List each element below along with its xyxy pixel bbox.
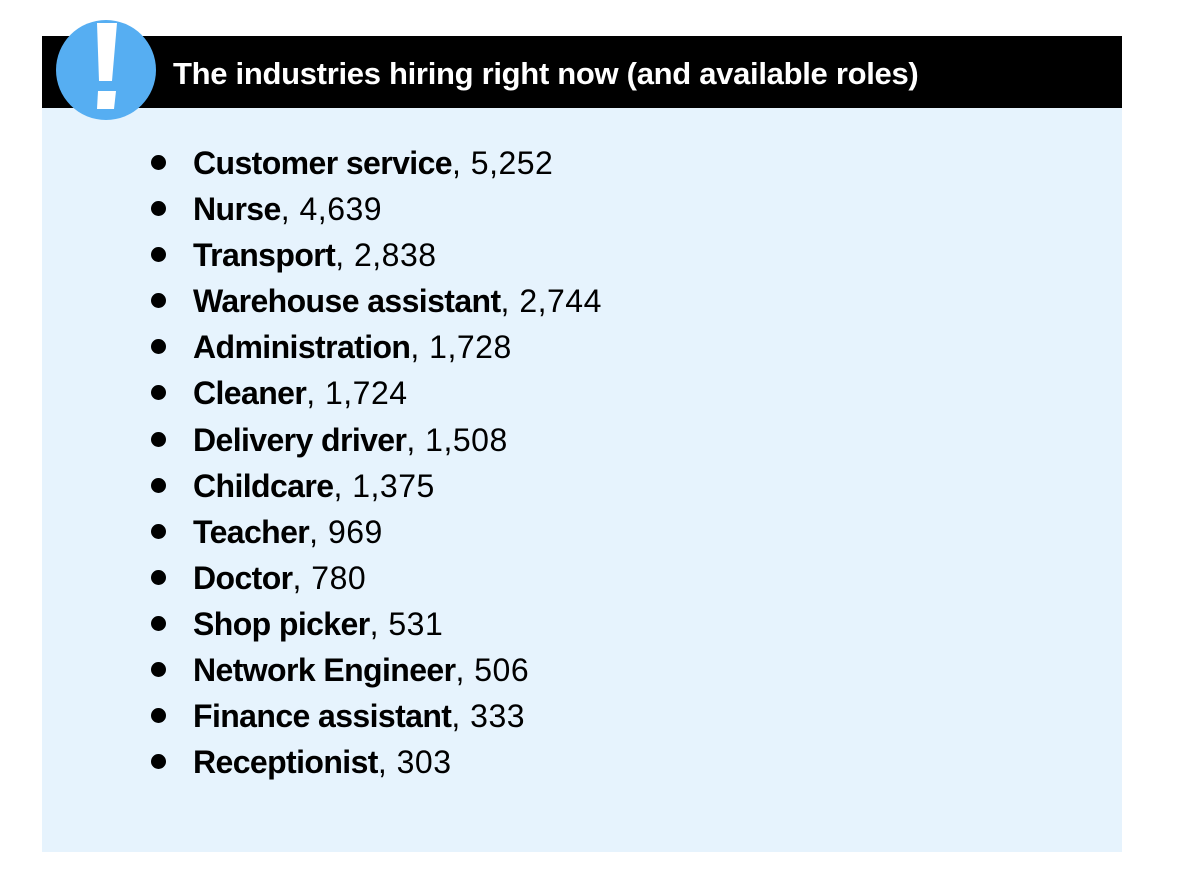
role-count: , 1,508 bbox=[406, 421, 508, 458]
role-name: Delivery driver bbox=[193, 421, 407, 458]
bullet-icon bbox=[151, 247, 166, 263]
list-item: Shop picker, 531 bbox=[150, 601, 602, 647]
role-count: , 1,375 bbox=[333, 467, 435, 504]
bullet-icon bbox=[151, 569, 166, 585]
roles-card: The industries hiring right now (and ava… bbox=[42, 36, 1122, 852]
list-item: Childcare, 1,375 bbox=[150, 463, 602, 509]
bullet-icon bbox=[151, 293, 166, 309]
role-name: Administration bbox=[193, 329, 411, 366]
role-count: , 5,252 bbox=[451, 145, 554, 181]
role-count: , 1,728 bbox=[410, 329, 512, 366]
header-bar: The industries hiring right now (and ava… bbox=[42, 36, 1122, 108]
role-name: Warehouse assistant bbox=[193, 283, 501, 320]
role-count: , 4,639 bbox=[280, 191, 383, 228]
list-item: Network Engineer, 506 bbox=[150, 647, 602, 693]
list-item: Transport, 2,838 bbox=[150, 232, 602, 278]
role-name: Transport bbox=[193, 237, 336, 274]
role-name: Finance assistant bbox=[193, 698, 452, 735]
bullet-icon bbox=[151, 708, 166, 724]
list-item: Teacher, 969 bbox=[150, 509, 602, 555]
bullet-icon bbox=[151, 201, 166, 217]
page-title: The industries hiring right now (and ava… bbox=[173, 56, 919, 91]
role-count: , 333 bbox=[451, 698, 526, 735]
role-count: , 2,744 bbox=[500, 283, 602, 320]
roles-list: Customer service, 5,252 Nurse, 4,639 Tra… bbox=[150, 140, 602, 785]
role-count: , 969 bbox=[309, 513, 383, 550]
role-count: , 506 bbox=[455, 652, 530, 689]
role-name: Nurse bbox=[193, 191, 281, 228]
list-item: Cleaner, 1,724 bbox=[150, 370, 602, 416]
role-name: Network Engineer bbox=[193, 652, 456, 689]
role-count: , 531 bbox=[369, 605, 444, 642]
role-name: Shop picker bbox=[193, 605, 370, 642]
list-item: Administration, 1,728 bbox=[150, 324, 602, 370]
bullet-icon bbox=[151, 477, 166, 493]
list-item: Customer service, 5,252 bbox=[150, 140, 602, 186]
role-name: Doctor bbox=[193, 559, 293, 596]
role-name: Customer service bbox=[193, 145, 453, 181]
list-item: Nurse, 4,639 bbox=[150, 186, 602, 232]
role-name: Teacher bbox=[193, 513, 310, 550]
bullet-icon bbox=[151, 662, 166, 678]
exclamation-bar bbox=[97, 23, 117, 81]
role-name: Receptionist bbox=[193, 744, 378, 781]
role-count: , 303 bbox=[377, 744, 452, 781]
exclamation-icon bbox=[56, 20, 156, 120]
role-count: , 780 bbox=[292, 559, 367, 596]
role-count: , 1,724 bbox=[306, 375, 408, 412]
list-item: Doctor, 780 bbox=[150, 555, 602, 601]
list-item: Finance assistant, 333 bbox=[150, 693, 602, 739]
bullet-icon bbox=[151, 155, 166, 170]
list-item: Delivery driver, 1,508 bbox=[150, 417, 602, 463]
list-item: Receptionist, 303 bbox=[150, 739, 602, 785]
bullet-icon bbox=[151, 523, 166, 539]
exclamation-dot bbox=[97, 91, 116, 109]
bullet-icon bbox=[151, 431, 166, 447]
bullet-icon bbox=[151, 754, 166, 770]
list-item: Warehouse assistant, 2,744 bbox=[150, 278, 602, 324]
bullet-icon bbox=[151, 385, 166, 401]
bullet-icon bbox=[151, 615, 166, 631]
role-name: Childcare bbox=[193, 467, 334, 504]
role-name: Cleaner bbox=[193, 375, 307, 412]
role-count: , 2,838 bbox=[335, 237, 437, 274]
bullet-icon bbox=[151, 339, 166, 355]
